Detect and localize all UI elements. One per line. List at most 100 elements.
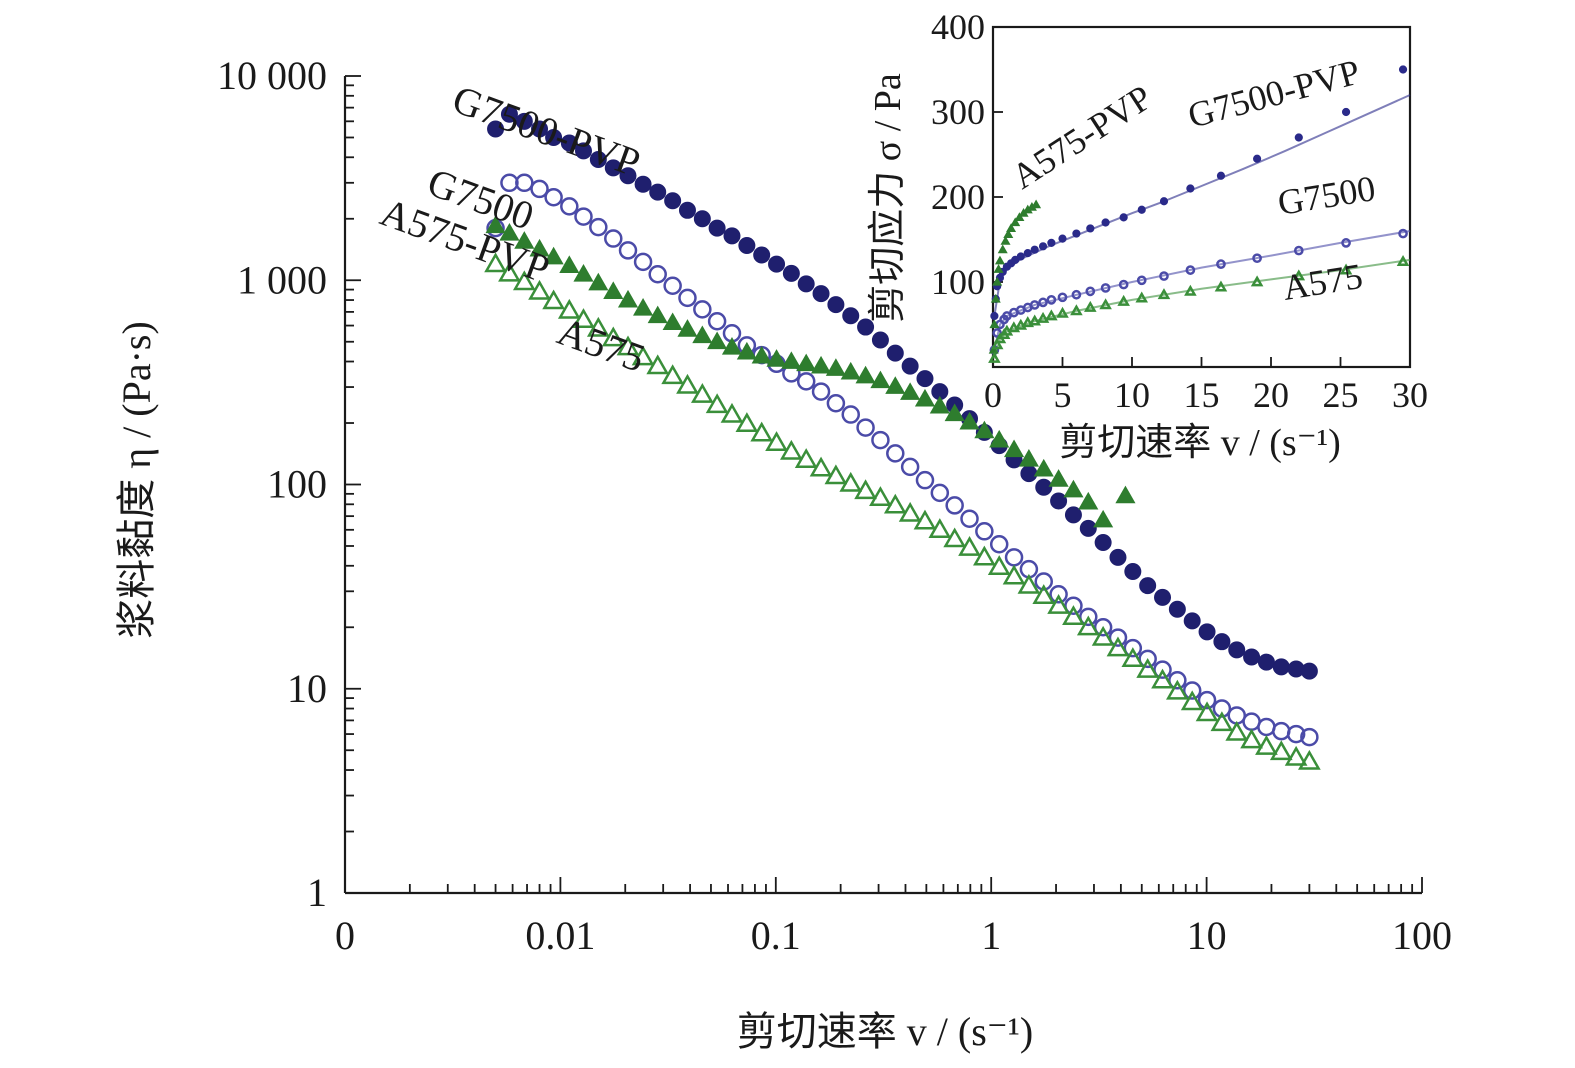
main-point-a575 — [528, 279, 551, 300]
main-point-a575 — [1106, 636, 1130, 657]
inset-series-a575-pvp — [988, 199, 1042, 354]
main-point-g7500 — [989, 534, 1009, 554]
main-point-a575 — [1195, 701, 1219, 722]
main-point-g7500-pvp — [1213, 633, 1231, 651]
main-point-a575-pvp — [825, 358, 846, 376]
inset-x-tick-label: 5 — [1054, 375, 1072, 415]
inset-point-g7500-pvp — [1159, 197, 1169, 206]
inset-point-a575-pvp — [994, 255, 1005, 265]
main-point-g7500 — [930, 483, 950, 503]
main-point-a575 — [869, 486, 892, 507]
main-point-g7500-pvp — [1124, 563, 1142, 581]
main-point-a575 — [601, 326, 625, 347]
inset-x-tick-label: 15 — [1184, 375, 1220, 415]
main-y-tick-label: 1 — [307, 870, 327, 915]
inset-x-tick-label: 20 — [1253, 375, 1289, 415]
main-point-g7500-pvp — [1168, 600, 1186, 618]
main-point-a575 — [484, 252, 507, 273]
main-point-g7500 — [1286, 724, 1306, 744]
main-point-g7500-pvp — [1272, 658, 1290, 676]
inset-point-g7500-pvp — [1119, 213, 1128, 222]
main-point-a575 — [572, 308, 595, 328]
inset-series-layer — [988, 65, 1411, 363]
main-point-a575 — [809, 456, 833, 477]
main-y-tick-label: 10 000 — [217, 53, 327, 98]
inset-x-tick-label: 25 — [1323, 375, 1359, 415]
main-point-g7500-pvp — [1257, 653, 1275, 671]
main-point-g7500-pvp — [1079, 519, 1097, 537]
inset-point-g7500-pvp — [1023, 249, 1032, 258]
inset-point-a575 — [1339, 263, 1353, 275]
inset-point-a575-pvp — [992, 276, 1003, 286]
main-series-a575 — [484, 252, 1321, 770]
main-point-g7500 — [886, 444, 905, 463]
inset-y-tick-label: 400 — [931, 7, 985, 47]
main-point-g7500 — [1168, 671, 1187, 690]
main-point-a575 — [958, 536, 981, 556]
main-point-a575 — [1121, 647, 1145, 668]
main-point-a575-pvp — [1018, 448, 1039, 467]
inset-point-g7500 — [992, 328, 1003, 338]
main-label-a575: A575 — [552, 308, 651, 381]
main-point-g7500 — [678, 288, 697, 308]
main-point-g7500 — [589, 217, 608, 237]
main-point-g7500 — [796, 372, 816, 391]
main-y-tick-label: 10 — [287, 666, 327, 711]
inset-point-a575-pvp — [1000, 236, 1011, 245]
main-point-a575 — [824, 464, 848, 485]
main-point-a575-pvp — [707, 331, 728, 350]
inset-point-a575-pvp — [1006, 223, 1017, 233]
main-point-g7500 — [1197, 690, 1217, 710]
main-point-g7500 — [1257, 717, 1276, 737]
main-point-g7500 — [633, 252, 653, 272]
main-point-g7500-pvp — [797, 275, 815, 293]
inset-x-tick-label: 30 — [1392, 375, 1428, 415]
main-point-g7500 — [1182, 681, 1202, 700]
inset-point-g7500 — [1046, 295, 1057, 305]
main-point-g7500-pvp — [500, 105, 518, 123]
main-point-a575 — [646, 354, 670, 375]
inset-point-a575-pvp — [1010, 217, 1021, 227]
main-point-a575 — [661, 364, 685, 385]
inset-point-g7500 — [1118, 279, 1129, 290]
main-point-g7500-pvp — [916, 370, 934, 388]
main-point-g7500-pvp — [604, 159, 622, 177]
main-point-g7500-pvp — [1035, 478, 1053, 496]
main-point-g7500-pvp — [842, 307, 860, 325]
main-point-g7500-pvp — [812, 285, 830, 303]
main-point-g7500-pvp — [634, 175, 652, 193]
inset-point-g7500-pvp — [1137, 205, 1146, 214]
main-point-g7500 — [707, 311, 727, 331]
inset-point-g7500-pvp — [1398, 65, 1408, 74]
main-point-a575 — [1136, 657, 1160, 678]
main-point-g7500 — [1064, 596, 1083, 615]
main-point-g7500-pvp — [1139, 577, 1157, 595]
main-point-a575 — [780, 439, 803, 460]
inset-point-g7500 — [1159, 271, 1169, 281]
main-point-a575 — [616, 335, 640, 356]
main-point-g7500-pvp — [1243, 648, 1261, 666]
main-point-a575 — [898, 501, 922, 522]
main-point-a575 — [542, 289, 565, 310]
main-point-a575-pvp — [1078, 491, 1099, 510]
inset-y-tick-label: 200 — [931, 177, 985, 217]
main-point-g7500 — [856, 418, 875, 437]
inset-point-a575-pvp — [1003, 229, 1014, 239]
inset-point-g7500-pvp — [1030, 245, 1039, 254]
inset-point-a575 — [1099, 298, 1112, 310]
inset-point-a575 — [1214, 280, 1228, 292]
inset-point-a575 — [1070, 304, 1083, 316]
main-point-g7500 — [1212, 699, 1232, 718]
main-point-a575 — [1091, 625, 1115, 646]
main-point-a575-pvp — [499, 222, 520, 241]
main-point-g7500 — [975, 522, 994, 541]
main-point-a575 — [1284, 745, 1308, 766]
main-point-g7500 — [515, 173, 534, 193]
main-point-g7500-pvp — [1183, 612, 1201, 630]
main-point-g7500-pvp — [1094, 534, 1112, 552]
main-point-a575-pvp — [662, 312, 683, 331]
main-y-tick-label: 100 — [267, 462, 327, 507]
main-point-g7500-pvp — [1300, 662, 1318, 680]
inset-point-a575 — [1036, 311, 1050, 323]
inset-point-a575 — [1157, 288, 1171, 300]
